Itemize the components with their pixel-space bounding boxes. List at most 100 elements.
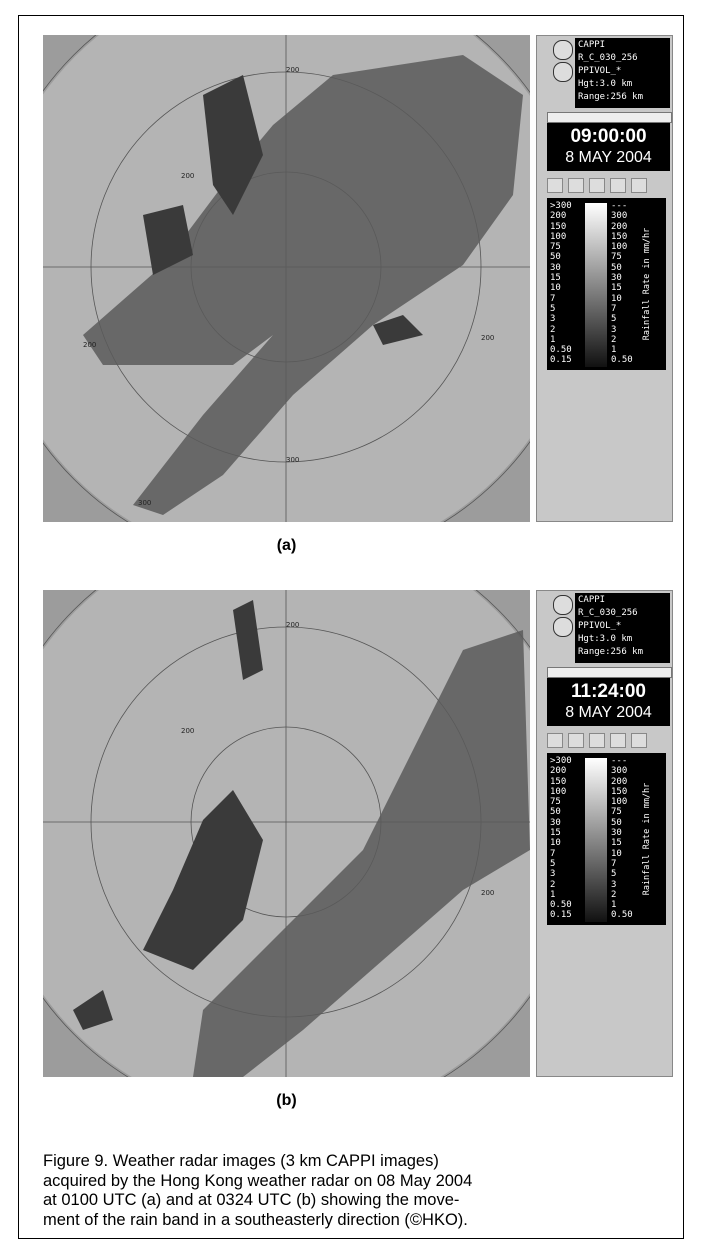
legend-label: 200	[550, 766, 572, 776]
range-label: 300	[138, 499, 151, 507]
legend-label: ---	[611, 756, 633, 766]
button	[589, 178, 605, 193]
legend-label: 3	[550, 314, 572, 324]
button	[547, 733, 563, 748]
legend-label: 2	[550, 880, 572, 890]
legend-label: 30	[550, 263, 572, 273]
legend-label: 5	[611, 869, 633, 879]
legend-left-labels: >3002001501007550301510753210.500.15	[550, 201, 572, 366]
legend-label: 50	[550, 807, 572, 817]
legend-label: 0.50	[550, 900, 572, 910]
legend-title: Rainfall Rate in mm/hr	[642, 783, 652, 896]
caption-line: Figure 9. Weather radar images (3 km CAP…	[43, 1152, 472, 1172]
legend-label: >300	[550, 201, 572, 211]
playback-buttons	[547, 178, 670, 193]
legend-label: 3	[550, 869, 572, 879]
legend-label: 7	[611, 859, 633, 869]
legend-label: 10	[611, 849, 633, 859]
info-line: Range:256 km	[578, 91, 667, 104]
range-label: 200	[481, 334, 494, 342]
legend-label: 75	[550, 242, 572, 252]
caption-line: ment of the rain band in a southeasterly…	[43, 1211, 472, 1231]
scrollbar	[547, 112, 672, 123]
legend-label: 2	[550, 325, 572, 335]
legend-label: 200	[611, 777, 633, 787]
info-line: R_C_030_256	[578, 607, 667, 620]
legend-label: 300	[611, 211, 633, 221]
legend-title: Rainfall Rate in mm/hr	[642, 228, 652, 341]
legend-label: 0.15	[550, 355, 572, 365]
time: 09:00:00	[547, 126, 670, 148]
button	[631, 733, 647, 748]
legend-label: 3	[611, 880, 633, 890]
date: 8 MAY 2004	[547, 704, 670, 722]
page: 200200200200300300CAPPIR_C_030_256PPIVOL…	[0, 0, 703, 1254]
legend-label: 1	[611, 345, 633, 355]
legend-label: 75	[611, 252, 633, 262]
info-line: Range:256 km	[578, 646, 667, 659]
legend-label: 15	[550, 828, 572, 838]
button	[547, 178, 563, 193]
range-label: 200	[481, 889, 494, 897]
legend-label: 200	[611, 222, 633, 232]
legend-label: 7	[550, 294, 572, 304]
button	[568, 178, 584, 193]
caption-line: acquired by the Hong Kong weather radar …	[43, 1172, 472, 1192]
legend-label: 0.50	[550, 345, 572, 355]
legend-label: 100	[611, 242, 633, 252]
scrollbar	[547, 667, 672, 678]
legend-label: 0.15	[550, 910, 572, 920]
legend-label: 5	[611, 314, 633, 324]
date: 8 MAY 2004	[547, 149, 670, 167]
legend-label: 5	[550, 859, 572, 869]
legend-label: 15	[550, 273, 572, 283]
caption-line: at 0100 UTC (a) and at 0324 UTC (b) show…	[43, 1191, 472, 1211]
info-line: CAPPI	[578, 594, 667, 607]
range-label: 200	[286, 66, 299, 74]
range-label: 200	[83, 341, 96, 349]
legend-label: 15	[611, 838, 633, 848]
legend-label: 10	[550, 838, 572, 848]
clock-icon	[553, 62, 573, 82]
button	[610, 178, 626, 193]
legend-label: 7	[611, 304, 633, 314]
legend-label: 100	[550, 232, 572, 242]
radar-image: 200 200 200	[43, 590, 530, 1077]
legend-label: 30	[611, 273, 633, 283]
legend-label: 10	[611, 294, 633, 304]
range-label: 200	[181, 727, 194, 735]
clock-icon	[553, 617, 573, 637]
legend-label: 1	[550, 890, 572, 900]
legend-label: >300	[550, 756, 572, 766]
range-label: 300	[286, 456, 299, 464]
info-line: PPIVOL_*	[578, 65, 667, 78]
color-legend: >3002001501007550301510753210.500.15---3…	[547, 198, 666, 370]
legend-label: 3	[611, 325, 633, 335]
range-label: 200	[286, 621, 299, 629]
legend-label: 0.50	[611, 910, 633, 920]
legend-label: 0.50	[611, 355, 633, 365]
legend-label: ---	[611, 201, 633, 211]
legend-label: 150	[550, 777, 572, 787]
legend-label: 50	[611, 818, 633, 828]
button	[568, 733, 584, 748]
legend-label: 5	[550, 304, 572, 314]
legend-label: 300	[611, 766, 633, 776]
legend-label: 150	[611, 787, 633, 797]
info-line: CAPPI	[578, 39, 667, 52]
product-info: CAPPIR_C_030_256PPIVOL_*Hgt:3.0 kmRange:…	[575, 593, 670, 663]
info-line: Hgt:3.0 km	[578, 78, 667, 91]
figure-caption: Figure 9. Weather radar images (3 km CAP…	[43, 1152, 472, 1230]
playback-buttons	[547, 733, 670, 748]
time: 11:24:00	[547, 681, 670, 703]
legend-label: 75	[550, 797, 572, 807]
map-icon	[553, 40, 573, 60]
legend-label: 100	[611, 797, 633, 807]
legend-label: 1	[611, 900, 633, 910]
